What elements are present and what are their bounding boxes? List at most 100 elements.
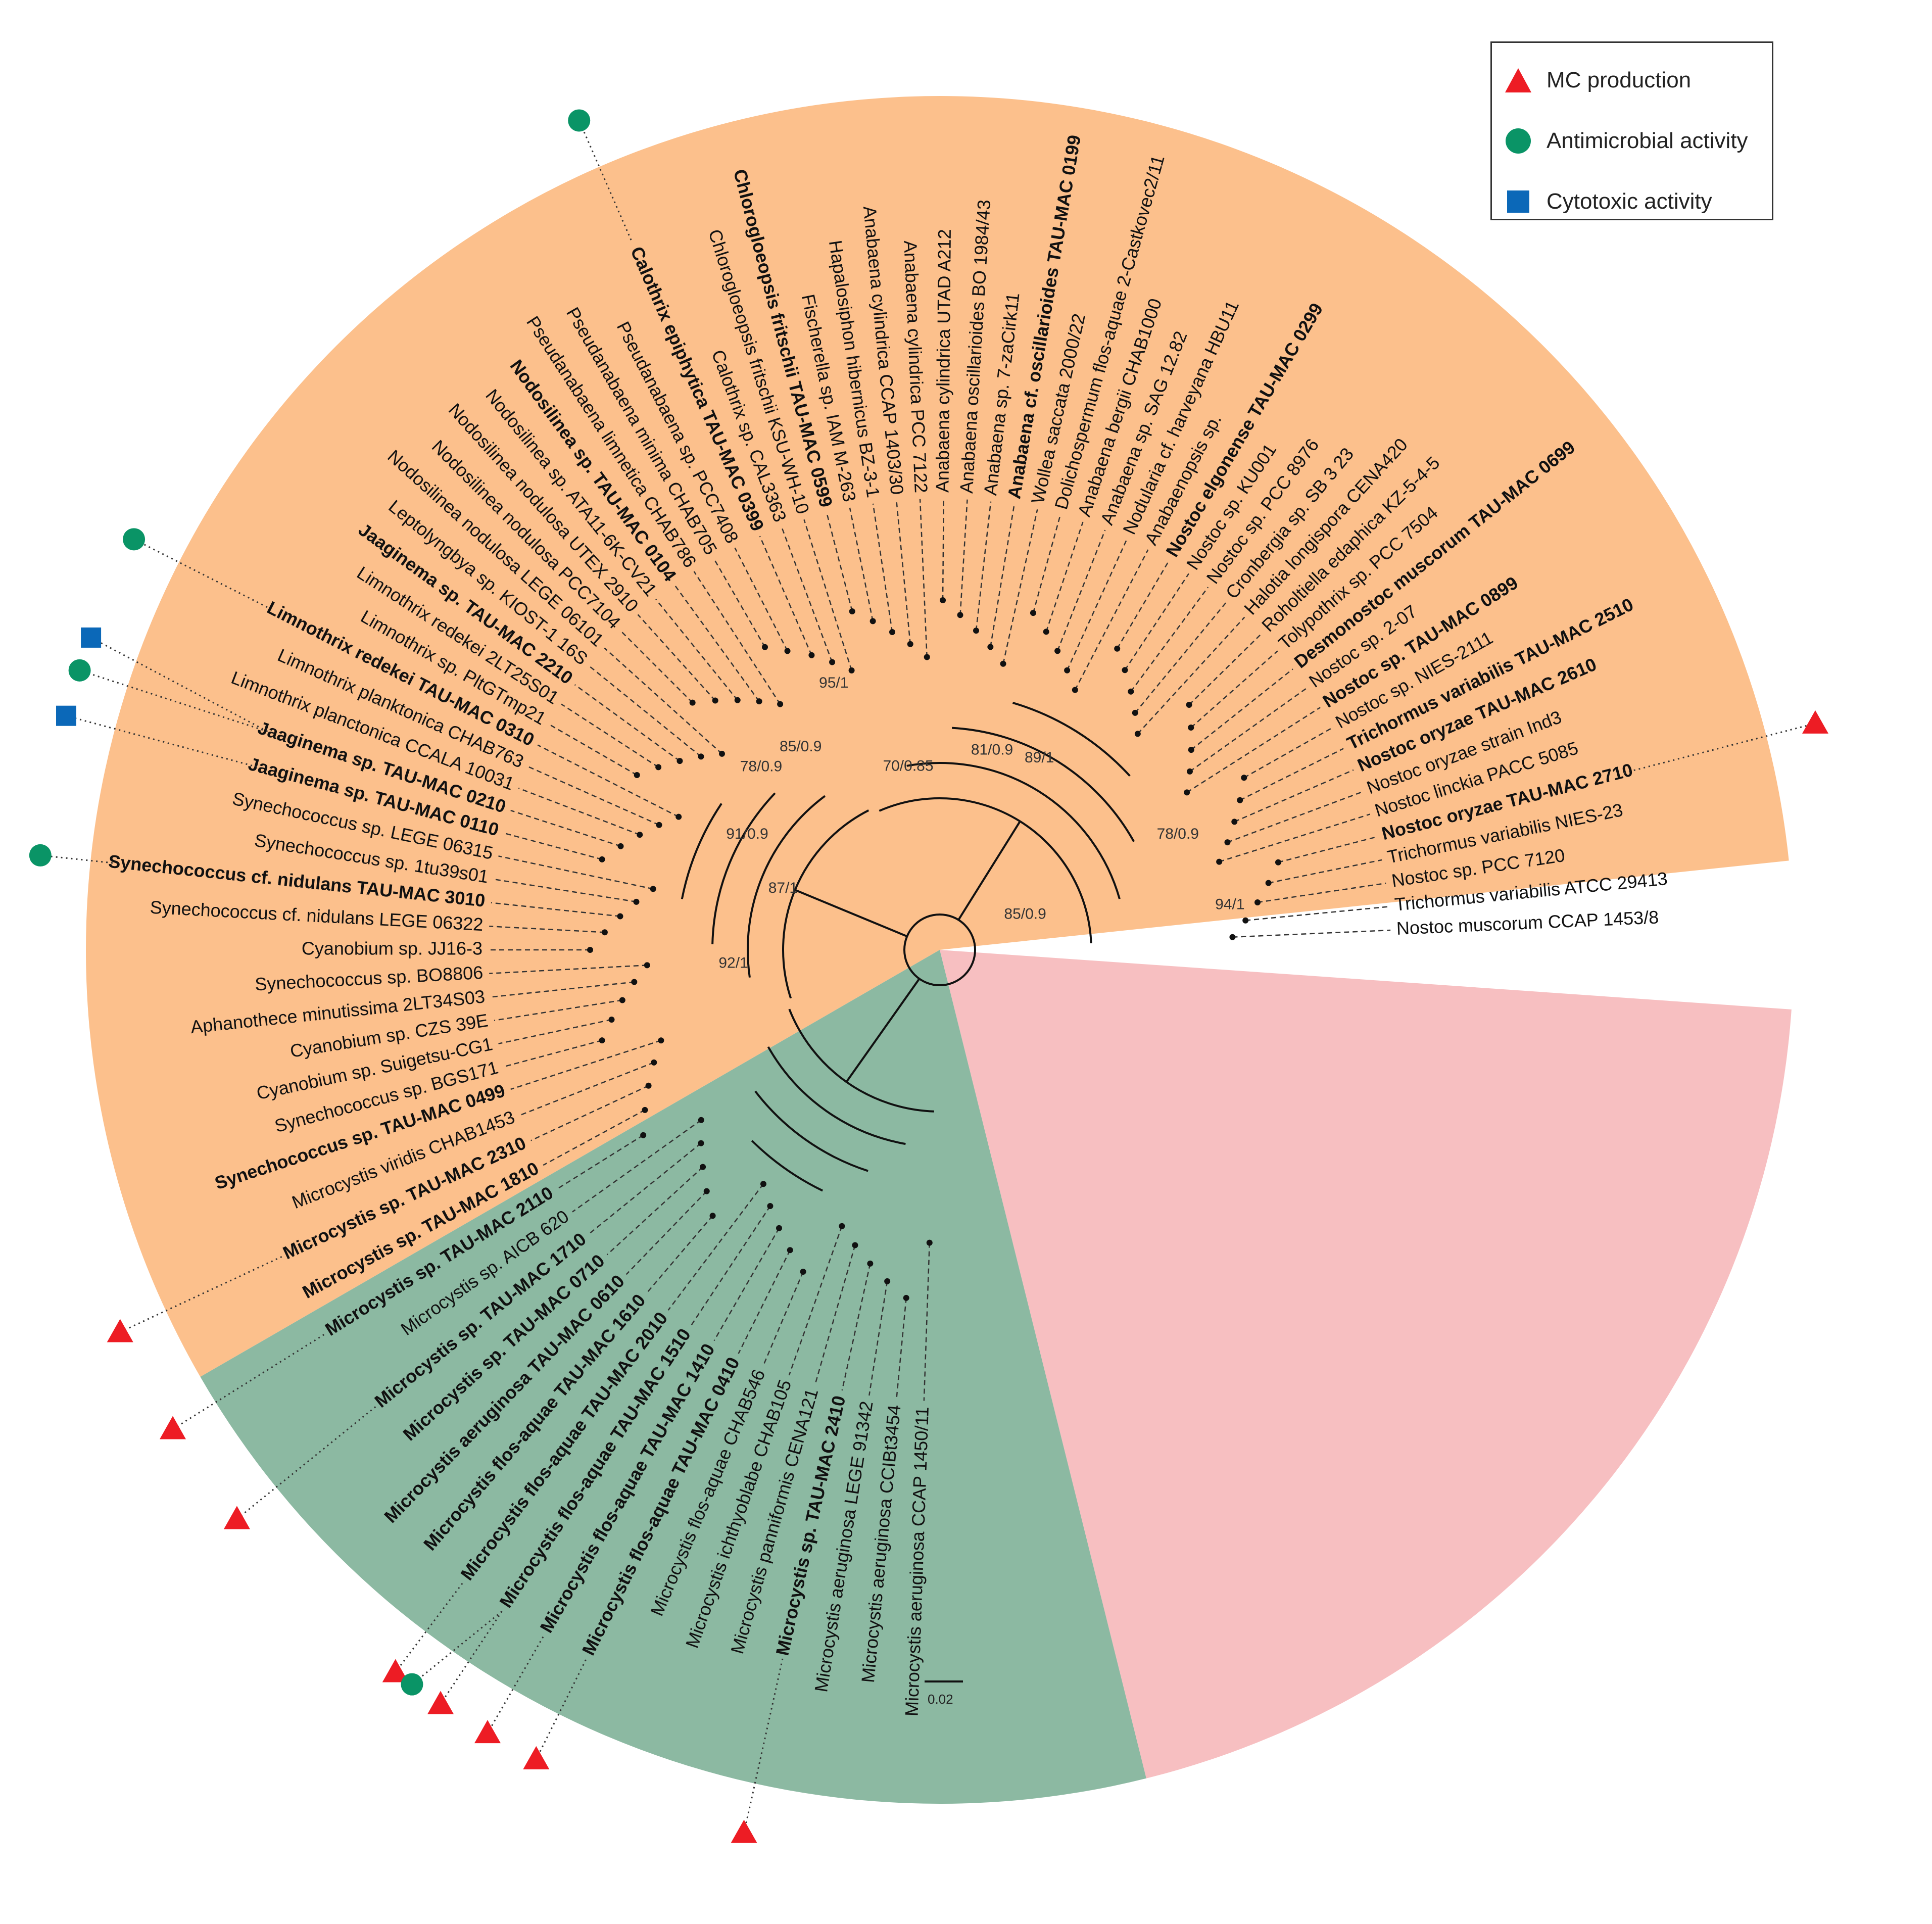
clade-sector-orange	[85, 95, 1789, 1377]
leader-line	[713, 1228, 780, 1341]
node-dot	[1231, 819, 1238, 825]
leader-line	[1245, 906, 1389, 921]
node-dot	[1064, 667, 1071, 674]
node-dot	[940, 597, 946, 604]
antimicrobial-circle-icon	[123, 528, 146, 551]
node-dot	[987, 644, 994, 650]
node-dot	[677, 758, 683, 764]
leader-line	[814, 1245, 856, 1384]
leader-line	[667, 1183, 764, 1311]
leader-line	[990, 505, 1015, 647]
mc-production-triangle-icon	[107, 1319, 133, 1342]
node-dot	[634, 772, 640, 778]
leader-line	[604, 647, 722, 754]
node-dot	[734, 697, 741, 703]
support-value: 91/0.9	[726, 826, 768, 842]
leader-line	[919, 499, 928, 657]
leader-line	[574, 684, 681, 762]
support-value: 85/0.9	[1004, 905, 1046, 922]
leader-line	[518, 787, 640, 836]
leader-line	[674, 584, 760, 702]
mc-production-triangle-icon	[523, 1746, 550, 1769]
node-dot	[1030, 610, 1036, 616]
marker-leader	[535, 1659, 587, 1760]
legend: MC production Antimicrobial activity Cyt…	[1490, 41, 1773, 220]
leader-line	[1234, 769, 1354, 823]
node-dot	[1265, 880, 1272, 886]
node-dot	[631, 979, 638, 985]
node-dot	[619, 997, 625, 1003]
internal-branch	[754, 1090, 868, 1172]
node-dot	[650, 886, 656, 892]
node-dot	[777, 701, 784, 707]
leader-line	[693, 571, 781, 705]
internal-branch	[951, 727, 1135, 842]
node-dot	[852, 1242, 858, 1248]
leader-line	[896, 500, 911, 644]
node-dot	[1054, 648, 1061, 654]
node-dot	[698, 1140, 704, 1146]
node-dot	[698, 753, 704, 760]
red-triangle-icon	[1505, 68, 1531, 92]
internal-branch	[1012, 701, 1131, 777]
node-dot	[587, 947, 593, 953]
leader-line	[1227, 791, 1363, 843]
tree-branches	[489, 499, 1391, 1401]
green-circle-icon	[1506, 128, 1531, 154]
leader-line	[1232, 929, 1391, 938]
leader-line	[655, 599, 738, 701]
leader-line	[1239, 748, 1344, 801]
leader-line	[489, 965, 647, 974]
leader-line	[537, 744, 679, 817]
leader-line	[498, 1019, 612, 1044]
node-dot	[762, 644, 768, 650]
node-dot	[870, 618, 876, 624]
scale-bar: 0.02	[925, 1680, 965, 1711]
leader-line	[1186, 707, 1321, 793]
node-dot	[849, 608, 855, 615]
taxon-label: Anabaena cylindrica UTAD A212	[932, 229, 955, 493]
node-dot	[957, 612, 963, 618]
node-dot	[1114, 645, 1121, 652]
support-value: 94/1	[1215, 896, 1244, 912]
leader-line	[975, 501, 992, 631]
node-dot	[867, 1260, 874, 1267]
support-value: 81/0.9	[971, 742, 1013, 758]
node-dot	[829, 659, 836, 665]
node-dot	[926, 1239, 933, 1246]
leader-line	[625, 1190, 707, 1275]
internal-branch	[747, 795, 826, 978]
mc-production-triangle-icon	[1802, 710, 1828, 734]
antimicrobial-circle-icon	[29, 844, 52, 867]
leader-line	[1190, 668, 1293, 751]
leader-line	[572, 1119, 702, 1213]
leader-line	[872, 503, 893, 633]
leader-line	[1002, 509, 1038, 664]
leader-line	[1045, 521, 1084, 632]
node-dot	[617, 913, 623, 920]
antimicrobial-circle-icon	[401, 1673, 423, 1696]
clade-backgrounds	[85, 95, 1792, 1804]
mc-production-triangle-icon	[223, 1506, 250, 1529]
marker-leader	[40, 854, 113, 864]
node-dot	[675, 813, 682, 820]
node-dot	[924, 654, 930, 660]
node-dot	[800, 1268, 806, 1275]
node-dot	[1043, 629, 1049, 635]
node-dot	[703, 1188, 710, 1194]
node-dot	[718, 750, 725, 757]
node-dot	[601, 929, 608, 936]
leader-line	[561, 703, 659, 768]
node-dot	[884, 1278, 891, 1284]
leader-line	[1130, 587, 1209, 692]
support-values: 89/1 81/0.9 70/0.85 95/1 78/0.9 94/1 85/0.9 85/…	[718, 675, 1244, 972]
leader-line	[494, 999, 623, 1021]
marker-leader	[395, 1582, 463, 1673]
mc-production-triangle-icon	[382, 1659, 409, 1682]
node-dot	[651, 1059, 657, 1066]
node-dot	[642, 1107, 648, 1113]
node-dot	[644, 962, 650, 969]
node-dot	[698, 1117, 704, 1123]
node-dot	[599, 856, 605, 862]
